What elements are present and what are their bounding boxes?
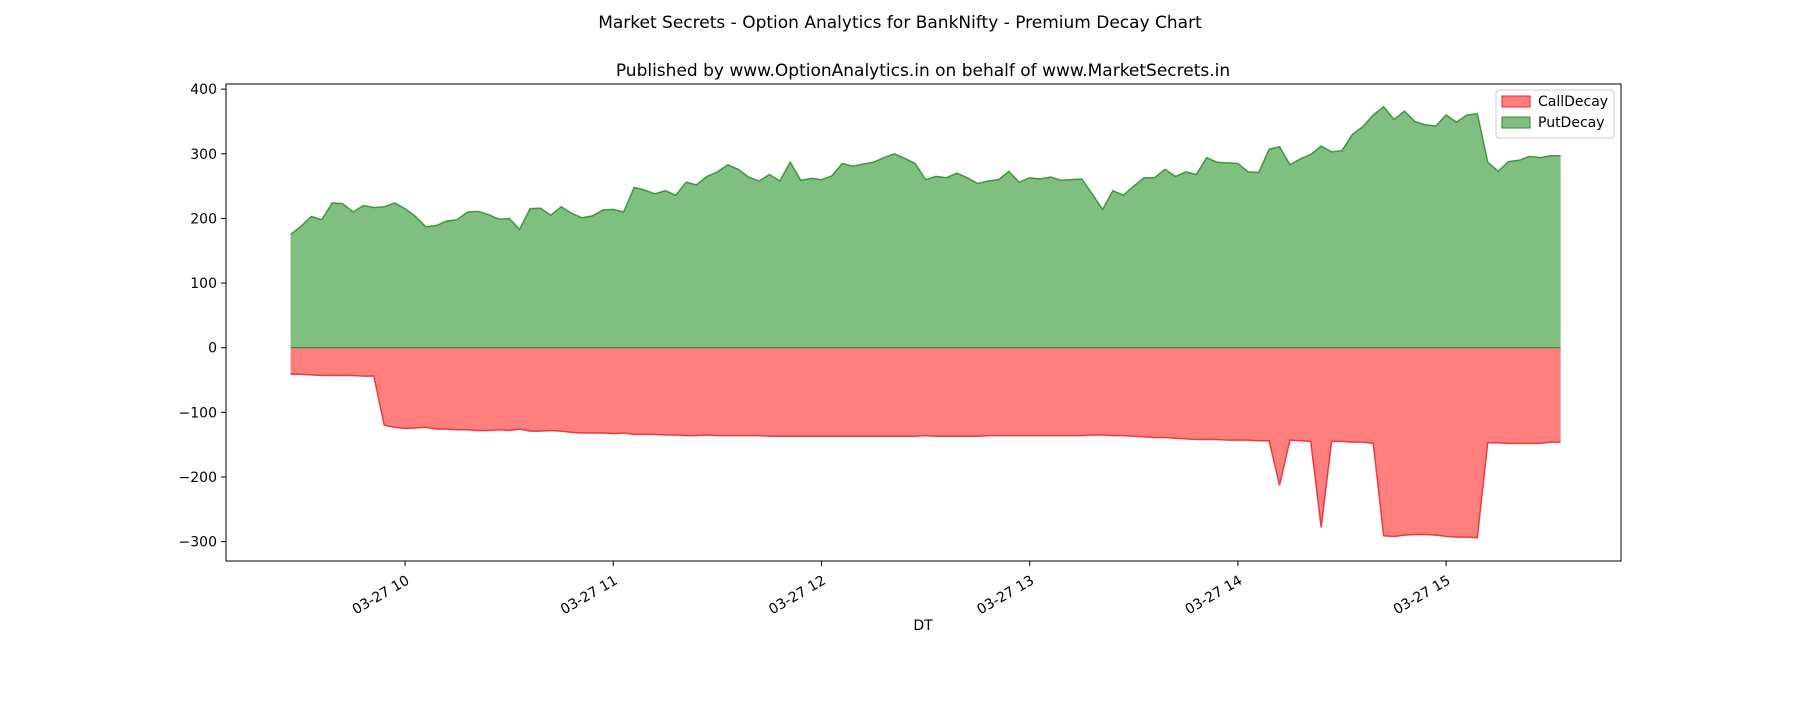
- y-tick-label: −100: [179, 405, 217, 421]
- y-axis: 400 300 200 100 0 −100 −200 −300: [179, 82, 226, 551]
- x-tick-label: 03-27 12: [766, 573, 829, 618]
- x-axis-label: DT: [913, 618, 933, 634]
- y-tick-label: 0: [208, 341, 217, 357]
- chart-title: Published by www.OptionAnalytics.in on b…: [616, 61, 1230, 81]
- line-calldecay: [290, 373, 1561, 539]
- x-tick-label: 03-27 11: [558, 573, 621, 618]
- x-tick-label: 03-27 13: [974, 573, 1037, 618]
- y-tick-label: 100: [190, 276, 217, 292]
- legend-label-putdecay: PutDecay: [1538, 115, 1605, 131]
- y-tick-label: −300: [179, 535, 217, 551]
- plot-area: [290, 105, 1561, 539]
- y-tick-label: 300: [190, 147, 217, 163]
- x-tick-label: 03-27 10: [350, 573, 413, 618]
- x-axis: 03-27 10 03-27 11 03-27 12 03-27 13 03-27 14…: [350, 561, 1454, 618]
- line-putdecay: [290, 105, 1561, 236]
- chart-suptitle: Market Secrets - Option Analytics for Ba…: [598, 13, 1202, 33]
- area-putdecay: [290, 106, 1561, 348]
- x-tick-label: 03-27 14: [1183, 573, 1246, 618]
- area-calldecay: [290, 347, 1561, 538]
- legend: CallDecay PutDecay: [1495, 89, 1615, 139]
- x-tick-label: 03-27 15: [1391, 573, 1454, 618]
- axes-frame: [225, 83, 1622, 562]
- legend-label-calldecay: CallDecay: [1538, 94, 1608, 110]
- legend-swatch-putdecay: [1501, 116, 1531, 129]
- y-tick-label: −200: [179, 470, 217, 486]
- y-tick-label: 200: [190, 211, 217, 227]
- legend-swatch-calldecay: [1501, 95, 1531, 108]
- y-tick-label: 400: [190, 82, 217, 98]
